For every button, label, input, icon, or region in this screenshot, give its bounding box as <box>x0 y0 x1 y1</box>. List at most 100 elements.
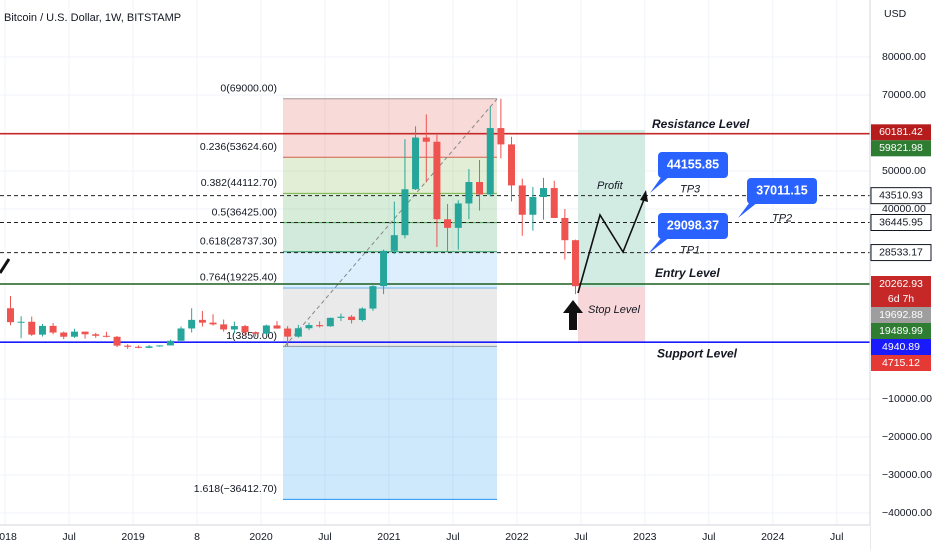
price-tag-label: 19692.88 <box>879 309 923 321</box>
callout-box <box>747 178 817 204</box>
y-tick-label: 40000.00 <box>882 203 926 215</box>
level-label: Resistance Level <box>652 117 750 131</box>
callout-tail <box>648 237 670 254</box>
callout: 29098.37 <box>648 213 728 254</box>
candle-body <box>124 345 132 347</box>
price-tag-label: 43510.93 <box>879 189 923 201</box>
fib-band <box>283 157 497 194</box>
candle-body <box>465 182 473 204</box>
x-tick-label: 2022 <box>505 531 529 543</box>
axis-labels: 80000.00 70000.00 50000.00 40000.00 −10000.0… <box>0 51 932 543</box>
callout-tail <box>650 176 670 193</box>
callout: 44155.85 <box>650 152 728 193</box>
candle-body <box>273 325 281 329</box>
fib-band <box>283 346 497 500</box>
candle-body <box>412 137 420 190</box>
candle-body <box>539 188 547 197</box>
candle-body <box>529 196 537 215</box>
candle-body <box>134 346 142 348</box>
y-tick-label: −20000.00 <box>882 431 932 443</box>
candle-body <box>518 185 526 215</box>
candle-body <box>145 346 153 348</box>
axis-unit: USD <box>884 8 907 20</box>
candle-body <box>305 325 313 329</box>
fib-label: 0.764(19225.40) <box>200 272 277 284</box>
callout: 37011.15 <box>738 178 817 218</box>
callout-tail <box>738 202 758 218</box>
fib-band <box>283 287 497 347</box>
candle-body <box>60 332 68 337</box>
fib-label: 0.382(44112.70) <box>201 177 277 189</box>
candle-body <box>369 286 377 309</box>
candle-body <box>444 219 452 228</box>
y-tick-label: 70000.00 <box>882 89 926 101</box>
candle-body <box>81 331 89 335</box>
candle-body <box>252 332 260 334</box>
candle-body <box>508 144 516 186</box>
price-tag-label: 20262.93 <box>879 278 923 290</box>
candle-body <box>358 308 366 321</box>
price-tag-label: 60181.42 <box>879 126 923 138</box>
candle-body <box>220 324 228 330</box>
callout-text: 37011.15 <box>756 183 807 197</box>
candle-body <box>209 322 217 325</box>
stop-zone <box>578 287 645 343</box>
candle-body <box>113 336 121 346</box>
profit-label: Profit <box>597 180 624 192</box>
x-tick-label: Jul <box>446 531 459 543</box>
fib-label: 0.618(28737.30) <box>200 236 277 248</box>
grid <box>0 0 870 525</box>
candle-body <box>230 326 238 330</box>
callout-box <box>658 213 728 239</box>
level-label: TP2 <box>772 212 792 224</box>
callout-box <box>658 152 728 178</box>
price-tag <box>871 322 931 339</box>
candle-body <box>28 321 36 335</box>
candle-body <box>390 235 398 251</box>
projection-path <box>577 196 646 294</box>
price-tag-label: 4715.12 <box>882 357 920 369</box>
y-tick-label: −40000.00 <box>882 507 932 519</box>
level-label: TP1 <box>680 244 700 256</box>
x-tick-label: Jul <box>318 531 331 543</box>
price-tag <box>871 338 931 355</box>
price-tag-label: 6d 7h <box>888 293 914 305</box>
candle-body <box>497 128 505 145</box>
candle-body <box>561 217 569 241</box>
time-axis <box>0 525 870 550</box>
y-tick-label: 80000.00 <box>882 51 926 63</box>
candle-body <box>166 340 174 346</box>
left-arrow <box>0 258 11 274</box>
fib-trend-line <box>284 98 498 347</box>
candle-body <box>188 319 196 329</box>
price-axis <box>870 0 932 550</box>
candle-body <box>316 325 324 327</box>
candle-body <box>284 328 292 337</box>
candle-body <box>454 203 462 228</box>
price-tag <box>870 214 932 232</box>
candle-body <box>70 331 78 337</box>
price-tag-label: 36445.95 <box>879 216 923 228</box>
price-tag-label: 59821.98 <box>879 142 923 154</box>
candle-body <box>433 141 441 220</box>
price-tag <box>871 354 931 371</box>
fib-band <box>283 193 497 223</box>
candle-body <box>17 321 25 323</box>
candle-body <box>38 325 46 335</box>
candle-body <box>337 316 345 318</box>
candle-body <box>6 308 14 323</box>
price-tag <box>870 244 932 262</box>
fib-label: 1.618(−36412.70) <box>194 483 277 495</box>
x-tick-label: 2018 <box>0 531 17 543</box>
chart-title: Bitcoin / U.S. Dollar, 1W, BITSTAMP <box>4 12 181 24</box>
level-label: Entry Level <box>655 266 720 280</box>
price-tag <box>871 275 931 292</box>
price-tag-label: 4940.89 <box>882 341 920 353</box>
fib-band <box>283 98 497 158</box>
callout-text: 44155.85 <box>667 157 719 171</box>
candle-body <box>156 345 164 347</box>
y-tick-label: 50000.00 <box>882 165 926 177</box>
level-label: TP3 <box>680 184 701 196</box>
